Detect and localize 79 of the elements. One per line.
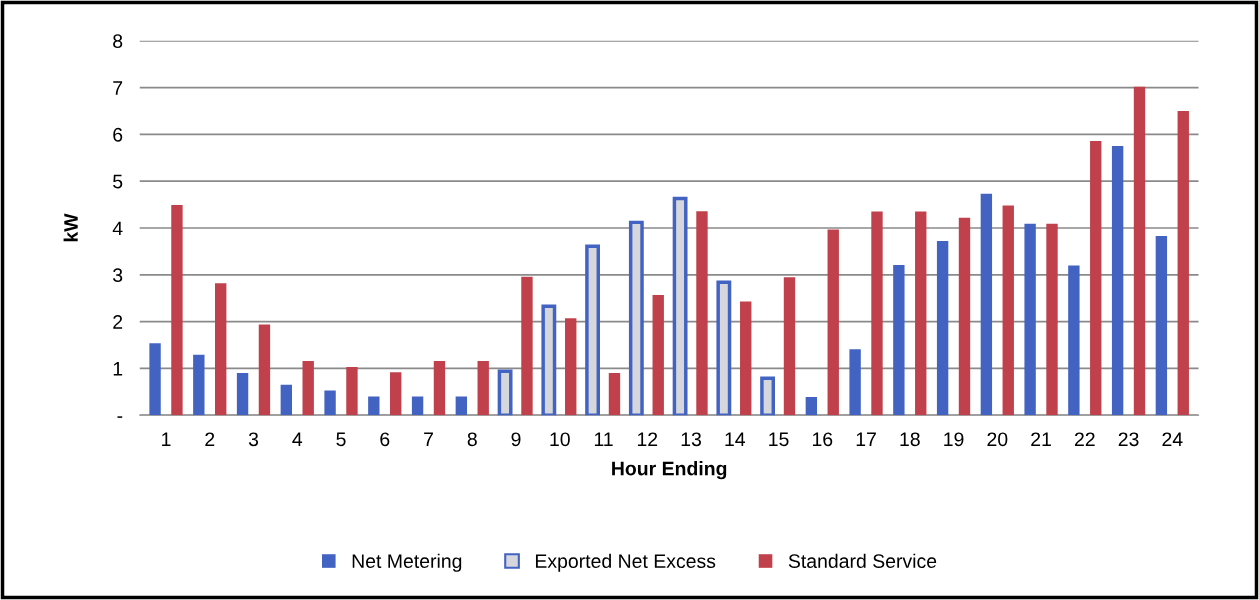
x-tick-label: 9	[511, 432, 521, 447]
bar	[740, 301, 752, 416]
bar	[958, 217, 971, 416]
bar	[215, 283, 227, 416]
bar	[849, 349, 861, 416]
bar	[171, 205, 183, 416]
y-tick-label: 6	[113, 127, 123, 142]
y-tick-label: 7	[113, 81, 123, 95]
bar	[783, 277, 796, 416]
bar	[193, 354, 205, 416]
bar	[433, 360, 446, 416]
x-tick-label: 4	[292, 432, 303, 446]
bar	[258, 324, 271, 416]
legend-label: Net Metering	[352, 553, 462, 572]
x-tick-label: 13	[681, 432, 701, 447]
bar	[608, 373, 621, 416]
bar	[805, 396, 818, 416]
bar	[936, 241, 949, 416]
x-axis-title: Hour Ending	[612, 461, 727, 480]
x-tick-label: 5	[336, 432, 346, 447]
bar	[1002, 205, 1014, 416]
x-tick-label: 20	[987, 432, 1008, 447]
x-tick-label: 8	[467, 432, 477, 447]
bar	[1024, 223, 1036, 416]
x-tick-label: 3	[248, 432, 259, 447]
bar	[521, 276, 533, 416]
bar	[1046, 223, 1058, 416]
x-tick-label: 12	[637, 432, 658, 446]
x-tick-label: 18	[900, 432, 920, 447]
bar	[390, 372, 402, 416]
bar	[1090, 140, 1102, 416]
bar	[346, 367, 358, 416]
bar	[455, 396, 468, 416]
bar	[1177, 111, 1189, 416]
x-tick-label: 22	[1074, 432, 1095, 446]
x-tick-label: 15	[769, 432, 789, 447]
bar	[565, 318, 577, 416]
x-tick-label: 16	[812, 432, 833, 447]
bar	[893, 264, 905, 416]
y-axis-title: kW	[63, 213, 78, 242]
bar	[302, 360, 314, 416]
bar	[915, 211, 927, 416]
y-tick-label: 2	[113, 315, 123, 329]
legend-label: Exported Net Excess	[535, 553, 716, 572]
bar	[696, 211, 708, 416]
x-tick-label: 21	[1031, 432, 1051, 446]
x-tick-label: 14	[725, 432, 746, 446]
x-tick-label: 17	[856, 432, 876, 446]
x-tick-label: 6	[380, 432, 390, 447]
bar	[1155, 235, 1168, 416]
x-tick-label: 23	[1118, 432, 1139, 447]
bar	[652, 294, 664, 416]
y-tick-label: 4	[112, 221, 123, 236]
bar	[1111, 146, 1124, 416]
bar	[236, 373, 249, 416]
legend-label: Standard Service	[788, 553, 937, 569]
x-tick-label: 1	[162, 432, 171, 446]
y-tick-label: 3	[113, 268, 123, 283]
bar	[1133, 86, 1146, 416]
x-tick-label: 11	[594, 432, 613, 446]
bar	[1068, 265, 1080, 416]
bar	[324, 390, 336, 416]
bar	[827, 229, 839, 416]
bar	[411, 396, 424, 416]
x-tick-label: 24	[1162, 432, 1183, 446]
bar	[871, 211, 883, 416]
bar	[477, 360, 489, 416]
x-tick-label: 10	[550, 432, 570, 447]
y-tick-label: -	[117, 416, 123, 418]
bar	[980, 193, 993, 416]
bar	[280, 384, 293, 416]
x-tick-label: 2	[205, 432, 215, 446]
x-tick-label: 19	[944, 432, 964, 447]
y-tick-label: 5	[113, 174, 123, 189]
bar	[149, 343, 161, 416]
y-tick-label: 8	[113, 34, 123, 49]
x-tick-label: 7	[424, 432, 433, 446]
bar	[368, 396, 380, 416]
y-tick-label: 1	[113, 362, 123, 376]
